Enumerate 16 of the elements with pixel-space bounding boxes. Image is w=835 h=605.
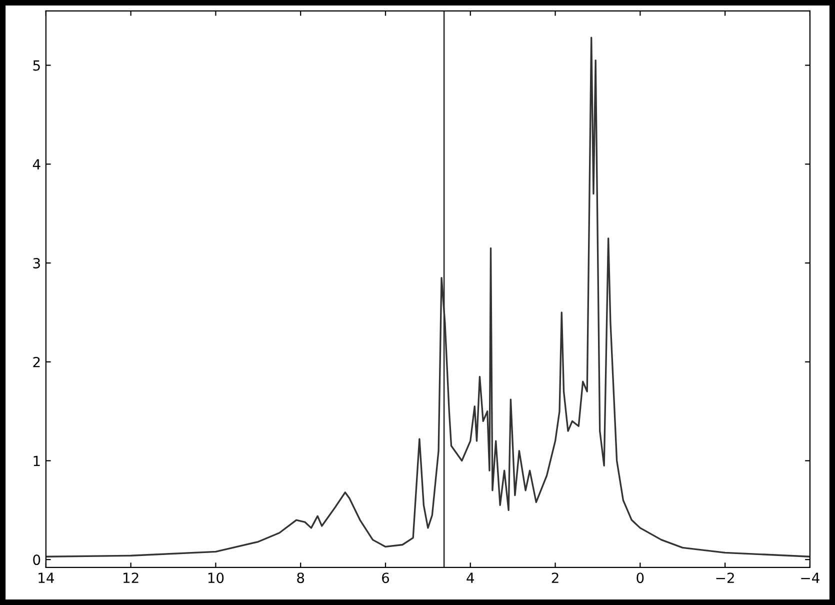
x-tick-label: 14 (38, 572, 54, 583)
x-tick-label: 4 (466, 572, 474, 583)
y-tick-label: 2 (33, 356, 40, 368)
x-tick-label: 12 (124, 572, 138, 583)
x-tick-label: 10 (208, 572, 224, 584)
x-tick-label: −2 (716, 572, 734, 583)
y-tick-label: 3 (33, 258, 40, 268)
x-tick-label: 6 (382, 572, 390, 584)
y-tick-label: 0 (33, 554, 40, 566)
x-tick-label: 0 (636, 572, 644, 584)
x-tick-label: 8 (297, 572, 304, 584)
x-tick-label: −4 (801, 572, 820, 583)
y-tick-label: 5 (33, 60, 40, 71)
x-tick-label: 2 (552, 572, 558, 583)
y-tick-label: 4 (32, 159, 40, 170)
y-tick-label: 1 (34, 456, 40, 466)
